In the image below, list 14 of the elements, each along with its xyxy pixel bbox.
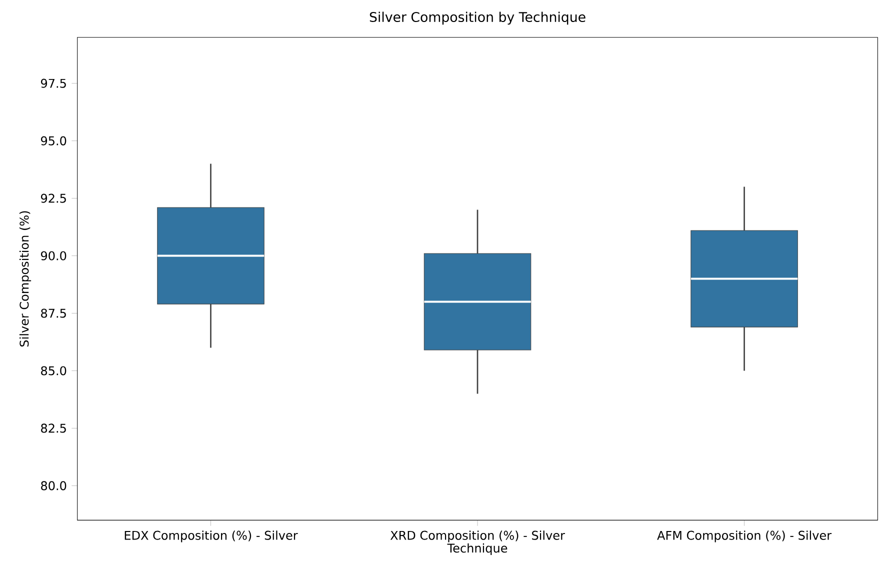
x-tick-label: AFM Composition (%) - Silver — [657, 530, 832, 542]
y-axis-title: Silver Composition (%) — [19, 211, 32, 346]
y-tick-label: 92.5 — [40, 194, 66, 203]
y-tick-label: 80.0 — [41, 481, 66, 490]
x-tick-label: EDX Composition (%) - Silver — [124, 530, 298, 542]
y-tick-label: 82.5 — [41, 424, 66, 433]
y-tick-label: 85.0 — [41, 366, 66, 376]
y-tick-label: 87.5 — [41, 308, 66, 318]
x-tick-label: XRD Composition (%) - Silver — [390, 530, 565, 542]
x-axis-title: Technique — [447, 543, 508, 555]
chart-title: Silver Composition by Technique — [370, 12, 586, 25]
y-tick-label: 90.0 — [40, 251, 66, 260]
y-tick-label: 95.0 — [40, 136, 66, 146]
y-tick-label: 97.5 — [40, 78, 66, 88]
